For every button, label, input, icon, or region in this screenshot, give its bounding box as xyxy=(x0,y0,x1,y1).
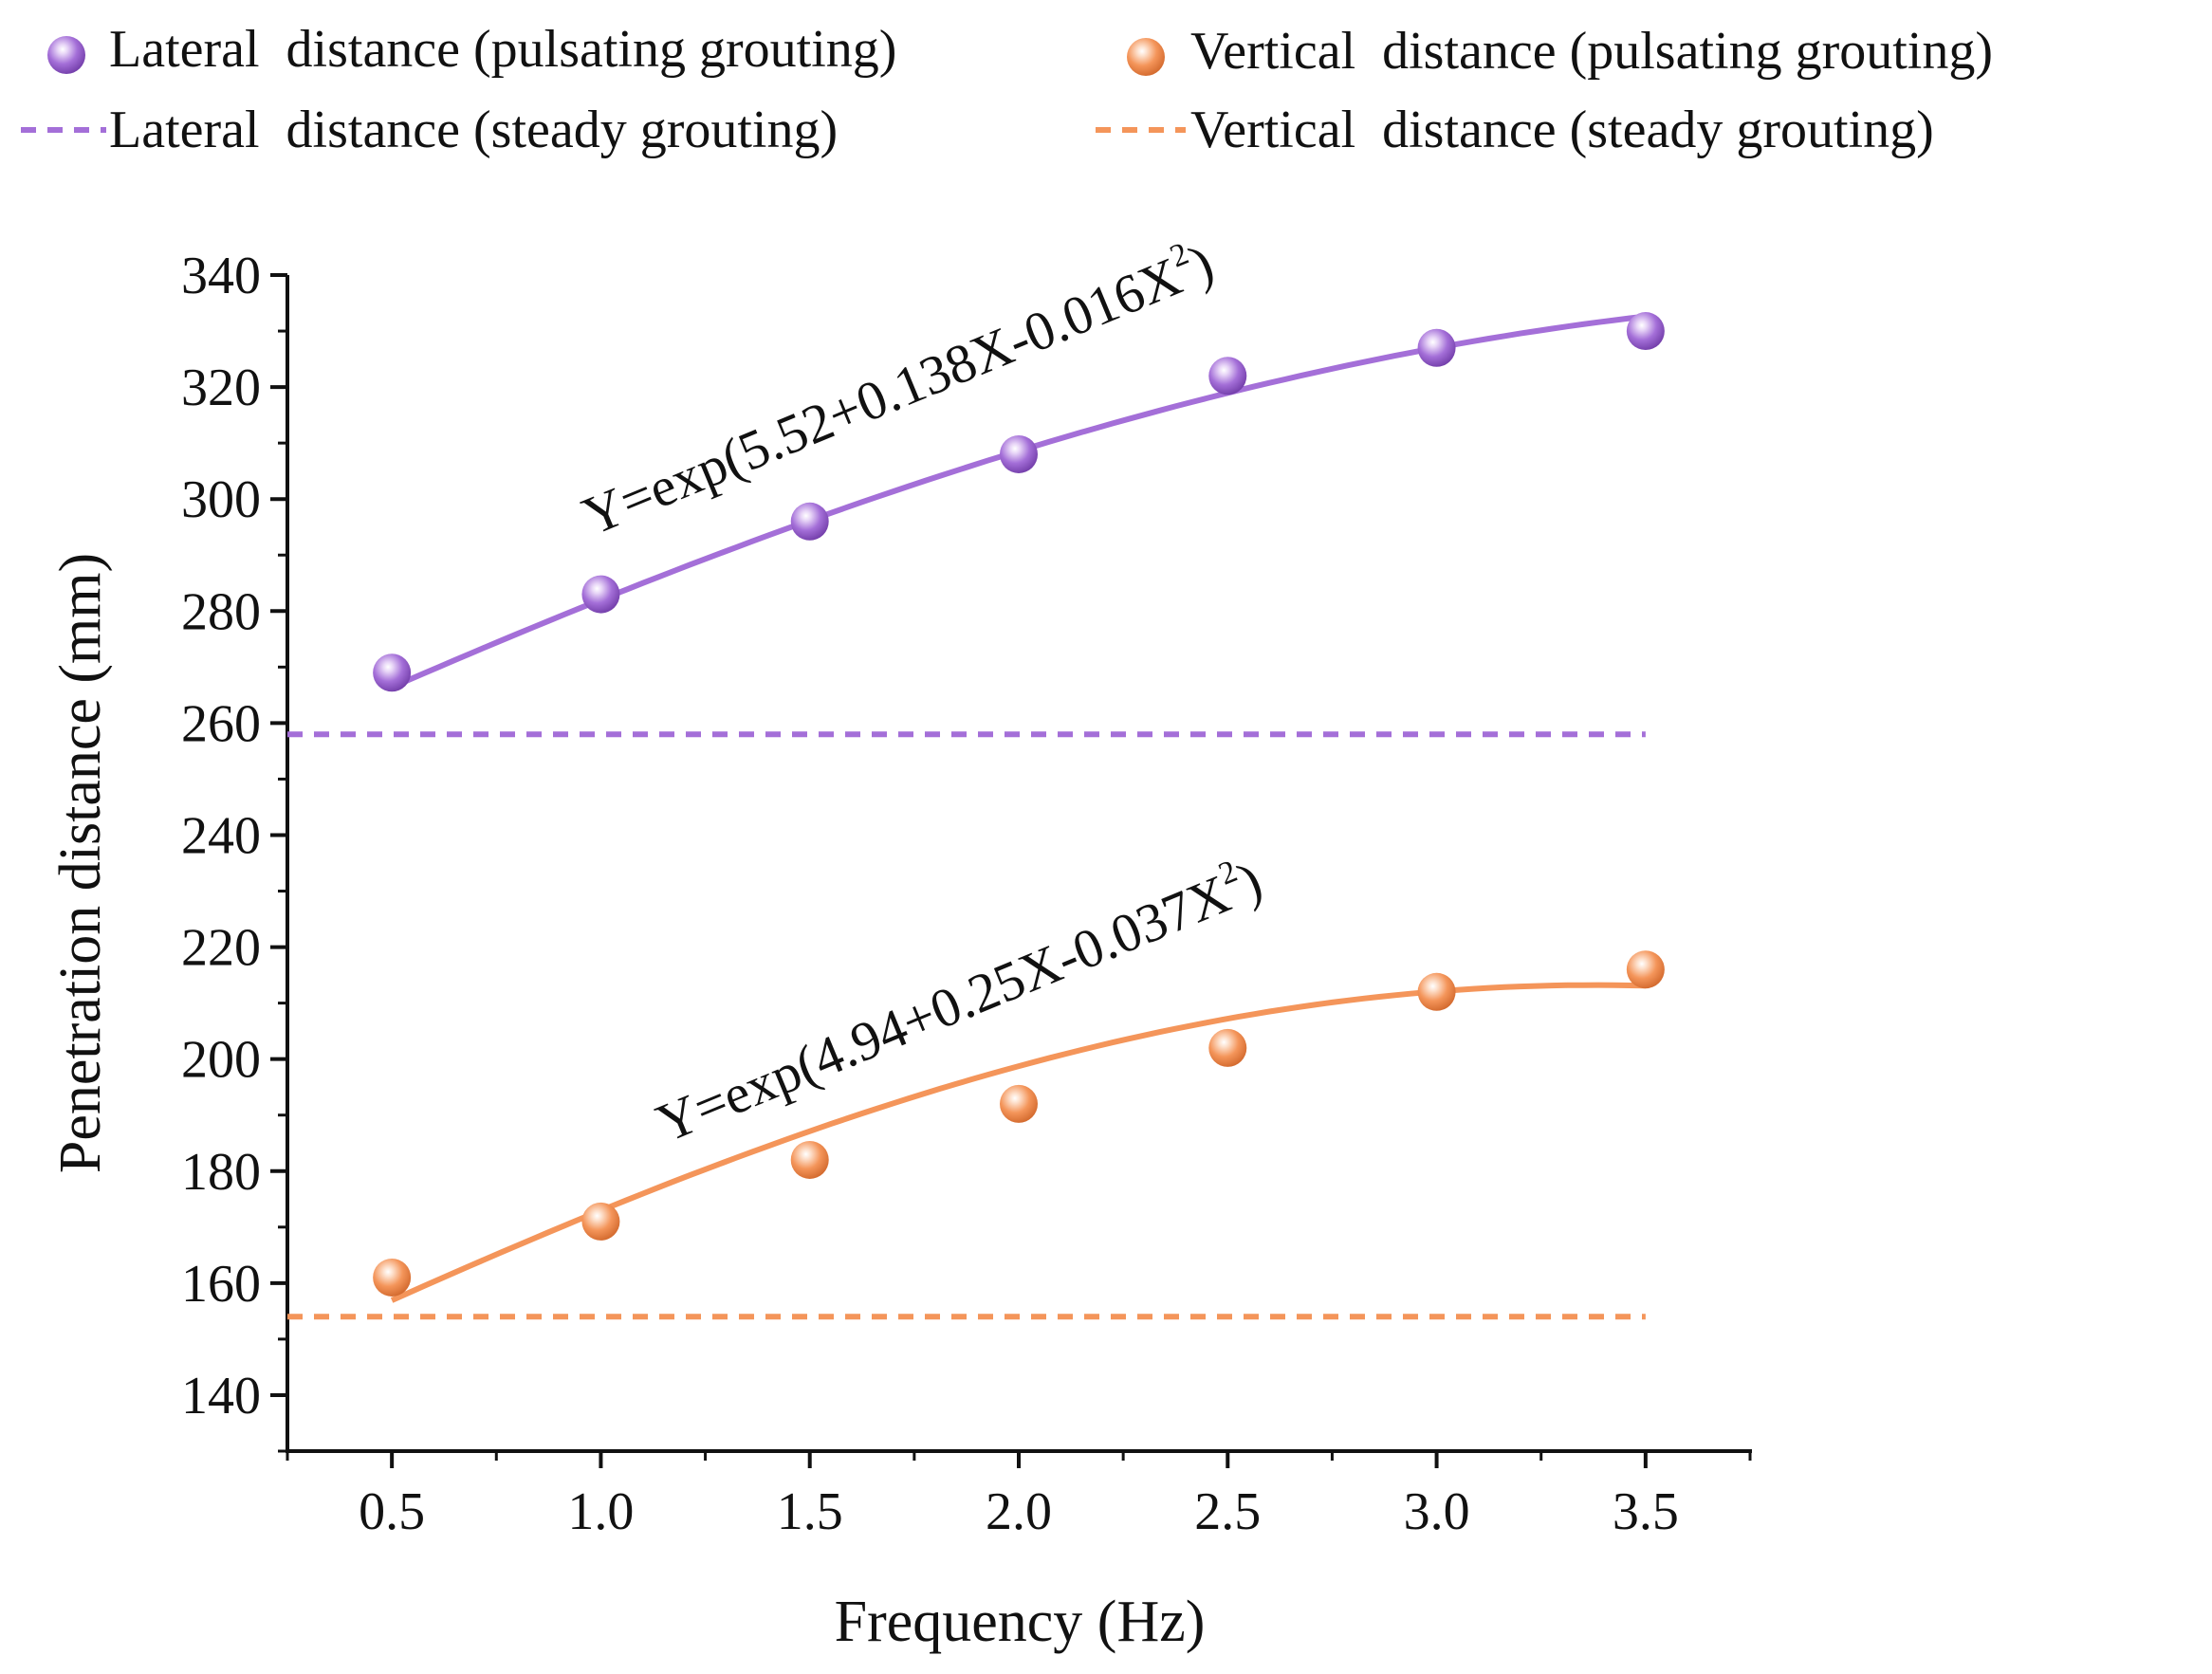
x-tick-label: 1.0 xyxy=(567,1482,634,1541)
fit-curve-vertical xyxy=(390,982,1646,1303)
fit-equation-vertical-text: Y=exp(4.94+0.25X-0.037X2) xyxy=(647,847,1270,1154)
data-point-lateral xyxy=(1000,434,1038,473)
fit-equation-vertical: Y=exp(4.94+0.25X-0.037X2) xyxy=(647,847,1270,1154)
data-point-lateral xyxy=(1417,328,1456,367)
x-tick-label: 3.0 xyxy=(1404,1482,1470,1541)
y-tick-label: 300 xyxy=(181,470,261,529)
y-ticks: 140 160 180 200 220 240 260 280 300 320 340 xyxy=(181,247,287,1453)
legend-item-vertical-pulsating: Vertical distance (pulsating grouting) xyxy=(1127,22,1993,81)
y-tick-label: 320 xyxy=(181,359,261,417)
data-markers xyxy=(373,312,1665,1297)
axes: 140 160 180 200 220 240 260 280 300 320 340 0.5 1.0… xyxy=(48,247,1752,1654)
legend-item-lateral-pulsating: Lateral distance (pulsating grouting) xyxy=(47,20,896,79)
y-tick-label: 220 xyxy=(181,919,261,978)
legend-item-vertical-steady: Vertical distance (steady grouting) xyxy=(1096,101,1934,159)
data-point-lateral xyxy=(581,575,620,614)
legend-marker-lateral-pulsating xyxy=(47,36,85,74)
legend-label-lateral-steady: Lateral distance (steady grouting) xyxy=(109,101,838,159)
y-tick-label: 240 xyxy=(181,806,261,865)
data-point-vertical xyxy=(581,1202,620,1241)
y-tick-label: 180 xyxy=(181,1143,261,1202)
data-point-vertical xyxy=(1000,1084,1038,1123)
fit-equation-lateral-text: Y=exp(5.52+0.138X-0.016X2) xyxy=(573,230,1222,547)
legend: Lateral distance (pulsating grouting) Ve… xyxy=(21,20,1993,159)
x-tick-label: 2.5 xyxy=(1194,1482,1261,1541)
data-point-vertical xyxy=(790,1140,829,1179)
data-point-lateral xyxy=(1626,312,1665,351)
y-tick-label: 160 xyxy=(181,1255,261,1314)
y-axis-title: Penetration distance (mm) xyxy=(48,553,113,1173)
x-tick-label: 3.5 xyxy=(1613,1482,1679,1541)
data-point-vertical xyxy=(373,1258,412,1297)
y-tick-label: 140 xyxy=(181,1367,261,1426)
data-point-lateral xyxy=(790,502,829,541)
x-ticks: 0.5 1.0 1.5 2.0 2.5 3.0 3.5 xyxy=(286,1451,1752,1541)
data-point-lateral xyxy=(373,653,412,692)
data-point-vertical xyxy=(1417,972,1456,1011)
legend-marker-vertical-pulsating xyxy=(1127,38,1165,76)
reference-lines xyxy=(287,731,1646,1320)
x-axis-title: Frequency (Hz) xyxy=(835,1590,1206,1654)
x-tick-label: 1.5 xyxy=(777,1482,843,1541)
fit-equation-lateral-body: Y=exp(5.52+0.138X-0.016X xyxy=(574,245,1189,547)
x-tick-label: 0.5 xyxy=(359,1482,425,1541)
x-tick-label: 2.0 xyxy=(986,1482,1052,1541)
data-point-vertical xyxy=(1208,1028,1247,1067)
legend-label-vertical-steady: Vertical distance (steady grouting) xyxy=(1190,101,1934,159)
data-point-lateral xyxy=(1208,357,1247,396)
y-tick-label: 260 xyxy=(181,694,261,753)
legend-label-vertical-pulsating: Vertical distance (pulsating grouting) xyxy=(1190,22,1993,81)
legend-item-lateral-steady: Lateral distance (steady grouting) xyxy=(21,101,838,159)
y-tick-label: 340 xyxy=(181,247,261,305)
y-tick-label: 200 xyxy=(181,1031,261,1090)
legend-label-lateral-pulsating: Lateral distance (pulsating grouting) xyxy=(109,20,896,79)
fit-equation-vertical-body: Y=exp(4.94+0.25X-0.037X xyxy=(648,862,1239,1154)
fit-equation-lateral: Y=exp(5.52+0.138X-0.016X2) xyxy=(573,230,1222,547)
data-point-vertical xyxy=(1626,950,1665,989)
y-tick-label: 280 xyxy=(181,582,261,641)
